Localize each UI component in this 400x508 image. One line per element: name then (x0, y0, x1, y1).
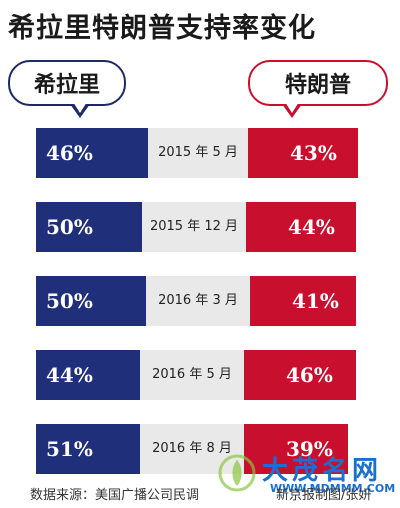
trump-value-label: 43% (290, 141, 337, 165)
date-band (146, 276, 250, 326)
trump-bar (248, 128, 358, 178)
legend-trump-tail-inner (285, 102, 299, 113)
chart-row: 51% 2016 年 8 月 39% (36, 424, 348, 474)
trump-bar (244, 424, 348, 474)
date-band (140, 350, 244, 400)
date-label: 2015 年 12 月 (149, 219, 239, 234)
trump-value-label: 39% (286, 437, 333, 461)
clinton-value-label: 44% (46, 363, 93, 387)
legend-trump: 特朗普 (248, 60, 388, 106)
chart-row: 44% 2016 年 5 月 46% (36, 350, 356, 400)
clinton-value-label: 46% (46, 141, 93, 165)
date-band (142, 202, 246, 252)
trump-bar (250, 276, 356, 326)
trump-value-label: 46% (286, 363, 333, 387)
clinton-value-label: 51% (46, 437, 93, 461)
trump-bar (246, 202, 356, 252)
clinton-bar (36, 424, 140, 474)
date-label: 2015 年 5 月 (158, 145, 238, 160)
legend-clinton: 希拉里 (8, 60, 126, 106)
watermark-logo (218, 454, 256, 492)
chart-row: 50% 2016 年 3 月 41% (36, 276, 356, 326)
date-label: 2016 年 5 月 (152, 367, 232, 382)
watermark-url: WWW.MDMMM.COM (270, 482, 396, 495)
date-band (140, 424, 244, 474)
trump-bar (244, 350, 356, 400)
source-note: 数据来源：美国广播公司民调 (30, 488, 200, 503)
trump-value-label: 41% (292, 289, 339, 313)
watermark-text: 大茂名网 (262, 456, 383, 486)
clinton-bar (36, 350, 140, 400)
chart-title: 希拉里特朗普支持率变化 (8, 13, 316, 44)
date-band (148, 128, 248, 178)
clinton-value-label: 50% (46, 215, 93, 239)
trump-value-label: 44% (288, 215, 335, 239)
legend-clinton-tail-inner (73, 102, 87, 113)
clinton-bar (36, 276, 146, 326)
chart-row: 50% 2015 年 12 月 44% (36, 202, 356, 252)
clinton-bar (36, 128, 148, 178)
credit-note: 新京报制图/张妍 (276, 488, 372, 503)
date-label: 2016 年 3 月 (158, 293, 238, 308)
clinton-bar (36, 202, 142, 252)
clinton-value-label: 50% (46, 289, 93, 313)
date-label: 2016 年 8 月 (152, 441, 232, 456)
chart-row: 46% 2015 年 5 月 43% (36, 128, 358, 178)
